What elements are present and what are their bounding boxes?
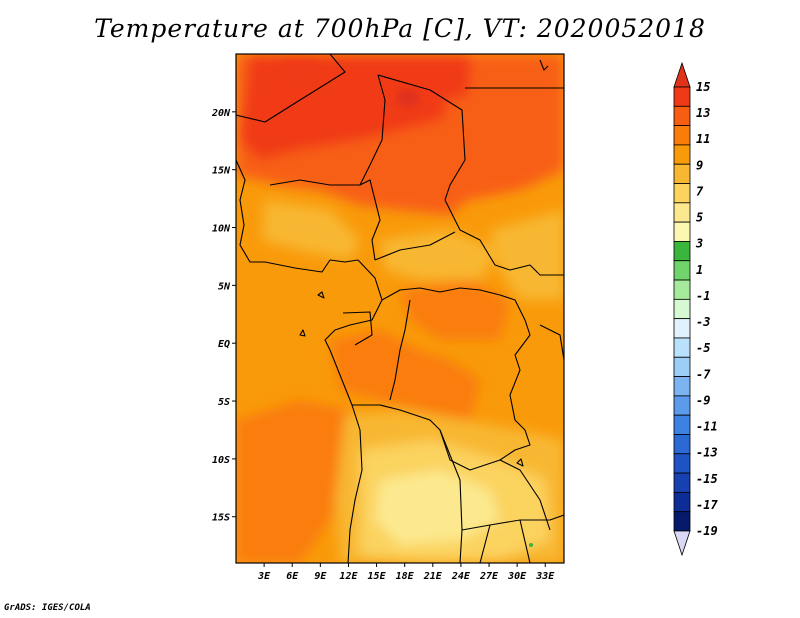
lon-tick-label: 12E	[339, 571, 358, 582]
country-borders	[236, 54, 564, 563]
lon-tick-label: 33E	[535, 571, 555, 582]
colorbar-label: 5	[696, 211, 703, 225]
latitude-axis: 20N 15N 10N 5N EQ 5S 10S 15S	[211, 108, 236, 524]
colorbar-label: 7	[696, 184, 704, 198]
colorbar-label: -15	[696, 472, 718, 486]
lon-tick-label: 15E	[368, 571, 387, 582]
colorbar-segment	[673, 453, 691, 474]
colorbar-segment	[673, 163, 691, 184]
colorbar-segment	[673, 298, 691, 320]
colorbar-label: 1	[696, 263, 703, 277]
lon-tick-label: 3E	[257, 571, 271, 582]
colorbar-label: -19	[696, 524, 718, 538]
lat-tick-label: 10N	[212, 224, 231, 235]
colorbar-segment	[673, 221, 691, 242]
colorbar-label: -5	[696, 341, 710, 355]
colorbar-segment	[673, 86, 691, 107]
lon-tick-label: 30E	[507, 571, 527, 582]
colorbar-segment	[673, 260, 691, 281]
colorbar-segment	[673, 202, 691, 223]
colorbar: 15 13 11 9 7 5 3 1 -1 -3 -5 -7 -9 -11 -13 -15 -17 -19	[673, 61, 718, 557]
map-frame	[235, 53, 565, 564]
colorbar-label: -1	[696, 289, 710, 303]
lat-tick-label: 10S	[212, 455, 230, 466]
colorbar-segment	[673, 337, 691, 358]
colorbar-segment	[673, 376, 691, 397]
longitude-axis: 3E 6E 9E 12E 15E 18E 21E 24E 27E 30E 33E	[257, 563, 555, 582]
colorbar-label: 3	[695, 237, 703, 251]
colorbar-label: 9	[696, 158, 703, 172]
colorbar-label: 15	[696, 80, 710, 94]
colorbar-label: -9	[696, 393, 710, 407]
colorbar-label: -17	[696, 498, 718, 512]
colorbar-label: 11	[696, 132, 710, 146]
lat-tick-label: 20N	[211, 108, 231, 119]
lon-tick-label: 18E	[396, 571, 415, 582]
lon-tick-label: 24E	[451, 571, 471, 582]
temperature-field	[236, 54, 564, 563]
colorbar-label: -11	[696, 420, 718, 434]
lat-tick-label: 5N	[218, 281, 231, 292]
colorbar-label: 13	[696, 106, 710, 120]
lat-tick-label: 15S	[212, 513, 230, 524]
colorbar-segment	[673, 125, 691, 146]
colorbar-segment	[673, 144, 691, 165]
map-title: Temperature at 700hPa [C], VT: 202005201…	[94, 14, 706, 43]
lon-tick-label: 27E	[479, 571, 499, 582]
colorbar-segment	[673, 395, 691, 416]
colorbar-segment	[673, 318, 691, 339]
colorbar-label: -7	[696, 367, 711, 381]
lon-tick-label: 9E	[314, 571, 327, 582]
colorbar-segment	[673, 511, 691, 532]
lon-tick-label: 6E	[286, 571, 299, 582]
colorbar-segment	[673, 472, 691, 493]
colorbar-segment	[673, 356, 691, 377]
lat-tick-label: EQ	[218, 339, 230, 350]
grads-credit: GrADS: IGES/COLA	[4, 603, 91, 613]
colorbar-label: -13	[696, 446, 718, 460]
lat-tick-label: 5S	[218, 397, 230, 408]
colorbar-top-arrow	[673, 61, 691, 88]
colorbar-label: -3	[696, 315, 710, 329]
colorbar-segment	[673, 241, 691, 262]
colorbar-segment	[673, 105, 691, 127]
colorbar-segment	[673, 491, 691, 513]
lon-tick-label: 21E	[423, 571, 443, 582]
colorbar-bottom-arrow	[673, 530, 691, 557]
colorbar-segment	[673, 183, 691, 204]
colorbar-segment	[673, 414, 691, 435]
colorbar-segment	[673, 279, 691, 300]
lat-tick-label: 15N	[212, 166, 231, 177]
colorbar-segment	[673, 434, 691, 455]
